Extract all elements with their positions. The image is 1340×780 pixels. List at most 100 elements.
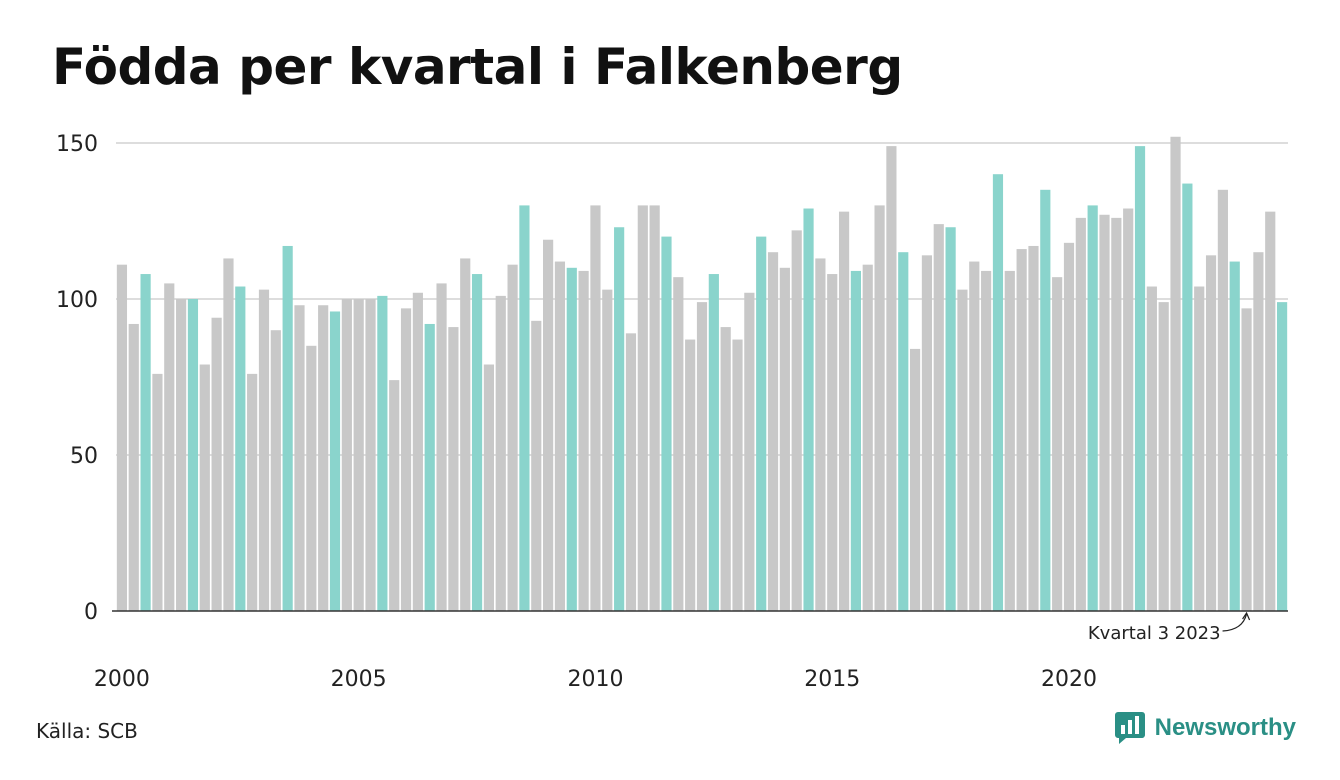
annotation-arrowhead <box>1242 611 1251 621</box>
bar <box>1158 302 1169 611</box>
newsworthy-logo-icon <box>1114 712 1145 744</box>
bar <box>1170 136 1181 611</box>
bar <box>661 236 672 611</box>
x-tick-label: 2000 <box>94 667 150 692</box>
y-tick-label: 100 <box>56 288 98 313</box>
bar <box>329 311 341 611</box>
y-tick-label: 50 <box>70 444 98 469</box>
bar <box>578 270 589 611</box>
bar <box>838 211 850 611</box>
bar <box>1004 270 1015 611</box>
bar <box>590 205 601 611</box>
bar <box>400 308 412 611</box>
bar <box>116 264 128 611</box>
annotation: Kvartal 3 2023 <box>1088 611 1251 644</box>
bar <box>708 274 719 611</box>
bar <box>1182 183 1193 611</box>
bar <box>164 283 175 611</box>
bar <box>1052 277 1063 611</box>
annotation-label: Kvartal 3 2023 <box>1088 623 1221 644</box>
bar <box>696 302 708 611</box>
bar <box>365 299 376 611</box>
bar <box>187 299 199 611</box>
bar <box>389 380 400 611</box>
bar <box>1146 286 1157 611</box>
bar <box>258 289 270 611</box>
bar <box>1205 255 1217 611</box>
bar <box>294 305 305 611</box>
bar <box>1134 146 1146 611</box>
bar <box>377 295 388 611</box>
bar <box>223 258 234 611</box>
bar <box>969 261 980 611</box>
bar <box>602 289 613 611</box>
bar <box>448 327 459 611</box>
bar <box>1111 217 1122 611</box>
x-tick-label: 2010 <box>567 667 623 692</box>
bar <box>436 283 447 611</box>
bar <box>957 289 968 611</box>
bar <box>992 174 1004 611</box>
bars <box>116 136 1288 612</box>
bar <box>874 205 885 611</box>
bar <box>862 264 873 611</box>
bar <box>1063 242 1075 611</box>
bar <box>495 295 506 611</box>
x-tick-label: 2005 <box>331 667 387 692</box>
bar <box>140 274 151 611</box>
x-tick-label: 2015 <box>804 667 860 692</box>
bar <box>519 205 530 611</box>
bar <box>235 286 246 611</box>
bar <box>1265 211 1276 611</box>
bar <box>1075 217 1086 611</box>
bar <box>554 261 566 611</box>
bar <box>1040 189 1051 612</box>
bar <box>1253 252 1264 611</box>
bar <box>981 270 992 611</box>
bar <box>744 292 755 611</box>
bar <box>625 333 637 611</box>
bar <box>886 146 897 611</box>
bar <box>306 345 317 611</box>
bar <box>933 224 944 611</box>
bar <box>815 258 826 611</box>
brand-logo[interactable]: Newsworthy <box>1114 712 1296 744</box>
bar <box>1229 261 1240 611</box>
bar <box>720 327 731 611</box>
bar <box>471 274 483 611</box>
bar <box>921 255 933 611</box>
bar <box>732 339 743 611</box>
bar <box>756 236 767 611</box>
x-tick-label: 2020 <box>1041 667 1097 692</box>
bar <box>1217 189 1228 612</box>
bar <box>1194 286 1205 611</box>
bar <box>803 208 814 611</box>
bar <box>1087 205 1098 611</box>
bar <box>460 258 471 611</box>
bar <box>614 227 625 612</box>
bar <box>850 270 861 611</box>
bar <box>1099 214 1110 611</box>
bar <box>1016 249 1027 611</box>
bar <box>507 264 518 611</box>
brand-name: Newsworthy <box>1154 714 1296 741</box>
bar <box>637 205 648 611</box>
bar <box>898 252 909 611</box>
axes: 0 50 100 150 2000 2005 2010 2015 2020 <box>56 132 1288 692</box>
bar <box>199 364 210 611</box>
bar <box>176 299 187 611</box>
bar <box>827 274 838 611</box>
bar <box>767 252 779 611</box>
bar <box>211 317 222 611</box>
bar <box>270 330 281 611</box>
annotation-arrow <box>1222 613 1248 632</box>
bar <box>318 305 329 611</box>
bar <box>1276 302 1288 611</box>
bar <box>152 373 163 611</box>
bar <box>1028 245 1039 611</box>
bar <box>282 245 293 611</box>
bar <box>412 292 423 611</box>
bar <box>945 227 956 612</box>
bar <box>791 230 802 612</box>
bar <box>424 323 435 611</box>
